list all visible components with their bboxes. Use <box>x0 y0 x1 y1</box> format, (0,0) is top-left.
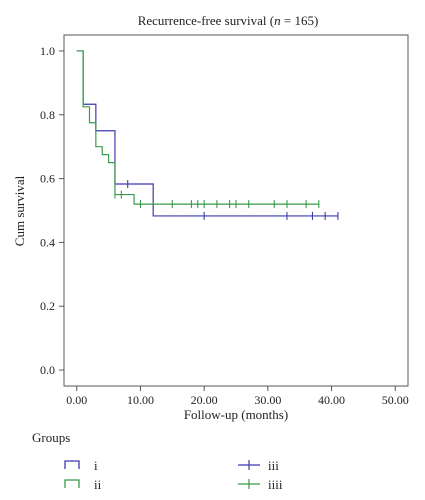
survival-line-ii <box>76 50 319 205</box>
chart-title-n: n <box>274 13 281 28</box>
legend-label: iiii <box>268 477 283 492</box>
y-tick-label: 0.2 <box>40 299 55 313</box>
plot-frame <box>63 34 409 387</box>
axis-ticks: 0.00 10.00 20.00 30.00 40.00 50.00 0.0 0.2 0.4 0.… <box>40 44 409 407</box>
y-tick-label: 0.8 <box>40 108 55 122</box>
legend-censor-swatch <box>238 460 260 470</box>
x-tick-label: 30.00 <box>254 393 281 407</box>
legend-label: iii <box>268 458 279 473</box>
series-ii <box>76 50 320 209</box>
y-tick-label: 0.0 <box>40 363 55 377</box>
legend-step-swatch <box>64 479 80 488</box>
x-tick-label: 10.00 <box>127 393 154 407</box>
series-group <box>76 50 339 220</box>
x-axis-label: Follow-up (months) <box>184 407 288 422</box>
survival-line-i <box>76 50 338 217</box>
y-axis-label: Cum survival <box>12 175 27 246</box>
x-tick-label: 0.00 <box>66 393 87 407</box>
y-tick-label: 0.4 <box>40 235 55 249</box>
legend-censor-swatch <box>238 479 260 489</box>
legend-label: i <box>94 458 98 473</box>
x-tick-label: 20.00 <box>191 393 218 407</box>
chart-title-part: Recurrence-free survival ( <box>138 13 274 28</box>
y-tick-label: 0.6 <box>40 172 55 186</box>
legend-step-swatch <box>64 460 80 469</box>
legend-title: Groups <box>32 430 71 445</box>
x-tick-label: 50.00 <box>382 393 409 407</box>
y-tick-label: 1.0 <box>40 44 55 58</box>
chart-title: Recurrence-free survival (n = 165) <box>138 13 319 28</box>
chart-title-part: = 165) <box>281 13 319 28</box>
survival-chart: Recurrence-free survival (n = 165) 0.00 1… <box>12 13 409 422</box>
x-tick-label: 40.00 <box>318 393 345 407</box>
legend-label: ii <box>94 477 102 492</box>
